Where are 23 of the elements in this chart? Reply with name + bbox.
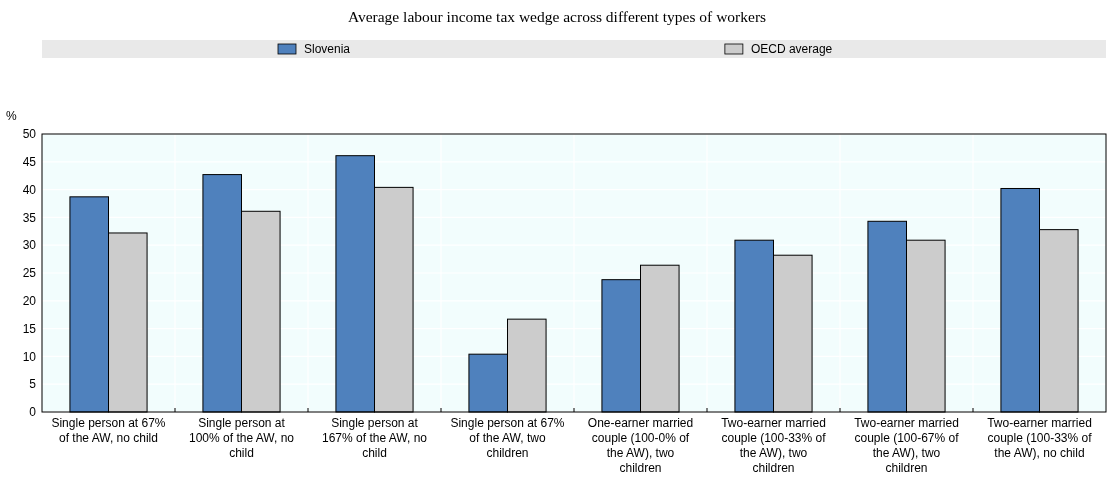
chart-title: Average labour income tax wedge across different types of workers: [347, 8, 767, 25]
y-tick-label: 50: [22, 127, 37, 142]
x-tick-label: One-earner married couple (100-0% of the AW), two children: [587, 416, 694, 475]
x-tick-label: Single person at 67% of the AW, no child: [51, 416, 166, 445]
y-tick-label: 5: [29, 377, 37, 392]
legend-label: OECD average: [750, 42, 833, 56]
x-tick-label: Single person at 67% of the AW, two children: [450, 416, 565, 460]
y-tick-label: 35: [22, 210, 37, 225]
y-tick-label: 0: [29, 405, 37, 420]
y-tick-label: 10: [22, 349, 37, 364]
legend-label: Slovenia: [304, 42, 351, 56]
y-tick-label: 45: [22, 155, 37, 169]
x-tick-label: Two-earner married couple (100-33% of the AW), two children: [721, 416, 827, 475]
x-tick-label: Single person at 167% of the AW, no child: [322, 416, 428, 460]
y-axis-title: %: [6, 109, 17, 123]
x-tick-label: Two-earner married couple (100-67% of the AW), two children: [854, 416, 960, 475]
y-tick-label: 20: [22, 294, 37, 308]
y-tick-label: 30: [22, 238, 37, 253]
x-tick-label: Two-earner married couple (100-33% of the AW), no child: [987, 416, 1093, 460]
y-tick-label: 15: [22, 321, 37, 336]
x-tick-label: Single person at 100% of the AW, no child: [189, 416, 295, 460]
y-tick-label: 25: [22, 266, 37, 281]
y-tick-label: 40: [22, 182, 37, 197]
